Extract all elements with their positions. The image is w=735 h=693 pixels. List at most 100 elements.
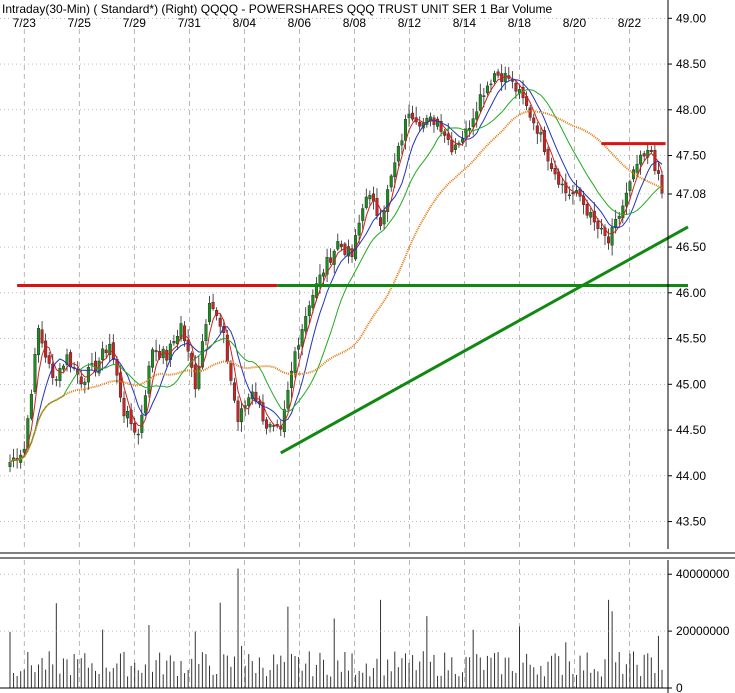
candle-up — [482, 95, 486, 97]
candle-down — [571, 192, 575, 195]
candle-up — [268, 424, 272, 428]
candle-down — [261, 402, 265, 422]
candle-up — [396, 146, 400, 162]
price-axis-ticks: 49.00 48.50 48.00 47.50 47.08 46.50 46.00 45.50… — [668, 11, 706, 529]
candle-down — [564, 182, 568, 194]
candle-up — [468, 127, 472, 130]
volume-tick-label: 0 — [676, 681, 683, 693]
candle-down — [649, 150, 653, 152]
candle-up — [151, 349, 155, 368]
candle-up — [436, 118, 440, 127]
candle-up — [503, 73, 507, 83]
trendlines — [17, 142, 689, 455]
candle-up — [361, 208, 365, 221]
candle-down — [446, 133, 450, 140]
date-label: 8/08 — [343, 16, 367, 30]
ma-orange-line — [9, 110, 663, 464]
volume-axis-ticks: 40000000 20000000 0 — [0, 567, 730, 693]
price-tick-label: 45.00 — [676, 377, 706, 391]
candle-up — [389, 175, 393, 188]
candle-up — [289, 370, 293, 388]
candle-up — [403, 119, 407, 141]
date-label: 8/22 — [618, 16, 642, 30]
candle-up — [83, 381, 87, 385]
candle-down — [229, 363, 233, 381]
candle-up — [453, 144, 457, 150]
candle-up — [617, 215, 621, 219]
candle-up — [386, 189, 390, 212]
date-label: 8/06 — [288, 16, 312, 30]
candle-down — [514, 82, 518, 92]
candle-down — [133, 423, 137, 433]
candle-up — [628, 181, 632, 191]
candle-down — [496, 71, 500, 76]
price-tick-label: 46.50 — [676, 240, 706, 254]
candle-up — [61, 365, 65, 370]
candle-up — [393, 162, 397, 178]
candle-up — [489, 83, 493, 86]
candle-down — [211, 301, 215, 309]
candle-up — [635, 163, 639, 173]
date-label: 7/29 — [123, 16, 147, 30]
price-tick-label: 49.00 — [676, 11, 706, 25]
candle-up — [65, 354, 69, 365]
candle-up — [639, 154, 643, 165]
candle-down — [129, 409, 133, 425]
candle-down — [40, 329, 44, 344]
candle-up — [589, 212, 593, 218]
candle-down — [653, 150, 657, 171]
candle-down — [660, 174, 664, 194]
candle-up — [33, 354, 37, 392]
candle-down — [79, 376, 83, 385]
ma-blue-line — [9, 78, 663, 463]
price-tick-label: 46.00 — [676, 286, 706, 300]
date-axis-labels: 7/23 7/25 7/29 7/31 8/04 8/06 8/08 8/12 8/14 8/18… — [13, 16, 642, 30]
candle-up — [599, 227, 603, 230]
candle-down — [339, 243, 343, 247]
date-label: 8/14 — [453, 16, 477, 30]
candle-down — [371, 193, 375, 201]
candle-up — [567, 194, 571, 197]
candle-up — [475, 111, 479, 120]
candle-down — [607, 236, 611, 244]
price-tick-label: 44.50 — [676, 423, 706, 437]
candle-down — [542, 130, 546, 152]
candlestick-series — [8, 64, 664, 473]
date-label: 7/25 — [68, 16, 92, 30]
candle-down — [183, 325, 187, 342]
candle-down — [186, 339, 190, 352]
candle-down — [411, 112, 415, 120]
candle-up — [300, 329, 304, 347]
candle-up — [624, 192, 628, 207]
candle-down — [439, 121, 443, 132]
candle-down — [510, 80, 514, 82]
candle-down — [329, 257, 333, 263]
candle-down — [546, 148, 550, 162]
candle-down — [118, 372, 122, 398]
candle-down — [585, 204, 589, 216]
candle-up — [364, 196, 368, 208]
date-label: 8/12 — [398, 16, 422, 30]
candle-up — [464, 128, 468, 138]
date-label: 8/20 — [563, 16, 587, 30]
candle-down — [656, 170, 660, 174]
price-tick-label: 47.08 — [676, 187, 706, 201]
candle-down — [379, 217, 383, 226]
candle-up — [311, 295, 315, 309]
candle-up — [172, 341, 176, 344]
candle-down — [450, 139, 454, 153]
candle-up — [175, 336, 179, 345]
candle-down — [375, 198, 379, 216]
date-label: 7/31 — [178, 16, 202, 30]
candle-up — [29, 394, 33, 419]
candle-up — [297, 345, 301, 350]
candle-up — [293, 351, 297, 373]
candle-down — [596, 220, 600, 229]
moving-averages — [9, 75, 663, 464]
candle-up — [322, 272, 326, 277]
candle-up — [108, 343, 112, 355]
volume-vertical-gridlines — [23, 560, 630, 688]
price-panel — [0, 0, 668, 549]
candle-down — [550, 163, 554, 169]
